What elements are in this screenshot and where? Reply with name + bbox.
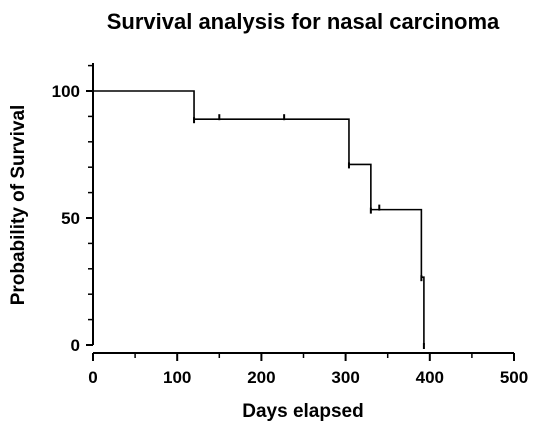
x-tick-label: 100 xyxy=(163,368,191,387)
x-axis-label: Days elapsed xyxy=(242,401,363,422)
y-tick-group: 0 50 100 xyxy=(52,64,93,355)
y-tick-label: 100 xyxy=(52,82,80,101)
x-tick-group: 0 100 200 300 400 500 xyxy=(88,353,528,387)
survival-curve xyxy=(93,90,425,345)
y-tick-label: 0 xyxy=(71,336,80,355)
x-tick-label: 400 xyxy=(416,368,444,387)
x-tick-label: 0 xyxy=(88,368,97,387)
x-tick-label: 500 xyxy=(500,368,528,387)
x-tick-label: 300 xyxy=(331,368,359,387)
censor-marks xyxy=(193,114,425,349)
y-tick-label: 50 xyxy=(61,209,80,228)
x-tick-label: 200 xyxy=(247,368,275,387)
y-axis-label: Probability of Survival xyxy=(8,105,29,306)
chart-title: Survival analysis for nasal carcinoma xyxy=(107,9,500,34)
